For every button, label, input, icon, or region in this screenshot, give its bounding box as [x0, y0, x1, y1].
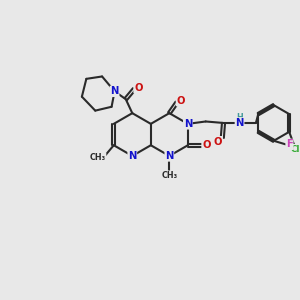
Text: N: N — [184, 119, 192, 129]
Text: O: O — [214, 137, 222, 147]
Text: O: O — [176, 96, 185, 106]
Text: CH₃: CH₃ — [90, 153, 106, 162]
Text: H: H — [236, 112, 243, 122]
Text: O: O — [134, 83, 142, 93]
Text: CH₃: CH₃ — [161, 171, 177, 180]
Text: N: N — [128, 151, 136, 161]
Text: N: N — [165, 151, 173, 161]
Text: Cl: Cl — [291, 145, 300, 154]
Text: F: F — [286, 140, 293, 149]
Text: N: N — [110, 86, 119, 96]
Text: O: O — [202, 140, 211, 150]
Text: N: N — [236, 118, 244, 128]
